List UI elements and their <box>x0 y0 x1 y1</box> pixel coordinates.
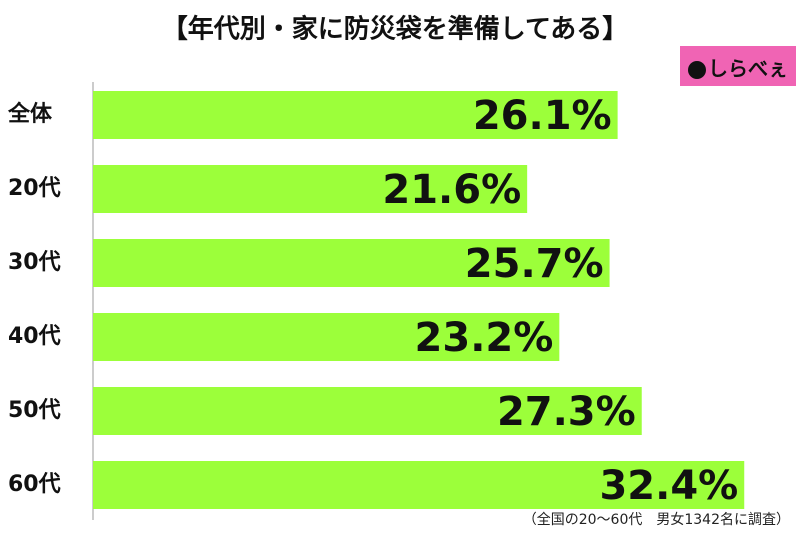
chart-title: 【年代別・家に防災袋を準備してある】 <box>162 14 628 45</box>
value-label: 25.7% <box>465 241 604 287</box>
value-label: 21.6% <box>382 167 521 213</box>
category-label: 全体 <box>7 101 53 127</box>
category-label: 20代 <box>8 176 61 201</box>
category-label: 30代 <box>8 250 61 275</box>
bar <box>93 461 745 509</box>
bar <box>93 387 642 435</box>
bar <box>93 239 610 287</box>
footnote: （全国の20～60代 男女1342名に調査） <box>523 511 790 528</box>
logo: しらべぇ <box>680 46 796 86</box>
logo-icon <box>688 61 706 79</box>
bar <box>93 313 560 361</box>
category-label: 40代 <box>8 324 61 349</box>
bar <box>93 165 528 213</box>
category-label: 60代 <box>8 472 61 497</box>
value-label: 23.2% <box>415 315 554 361</box>
value-label: 26.1% <box>473 93 612 139</box>
value-label: 27.3% <box>497 389 636 435</box>
bar <box>93 91 618 139</box>
value-label: 32.4% <box>599 463 738 509</box>
category-label: 50代 <box>8 398 61 423</box>
logo-text: しらべぇ <box>708 57 788 81</box>
